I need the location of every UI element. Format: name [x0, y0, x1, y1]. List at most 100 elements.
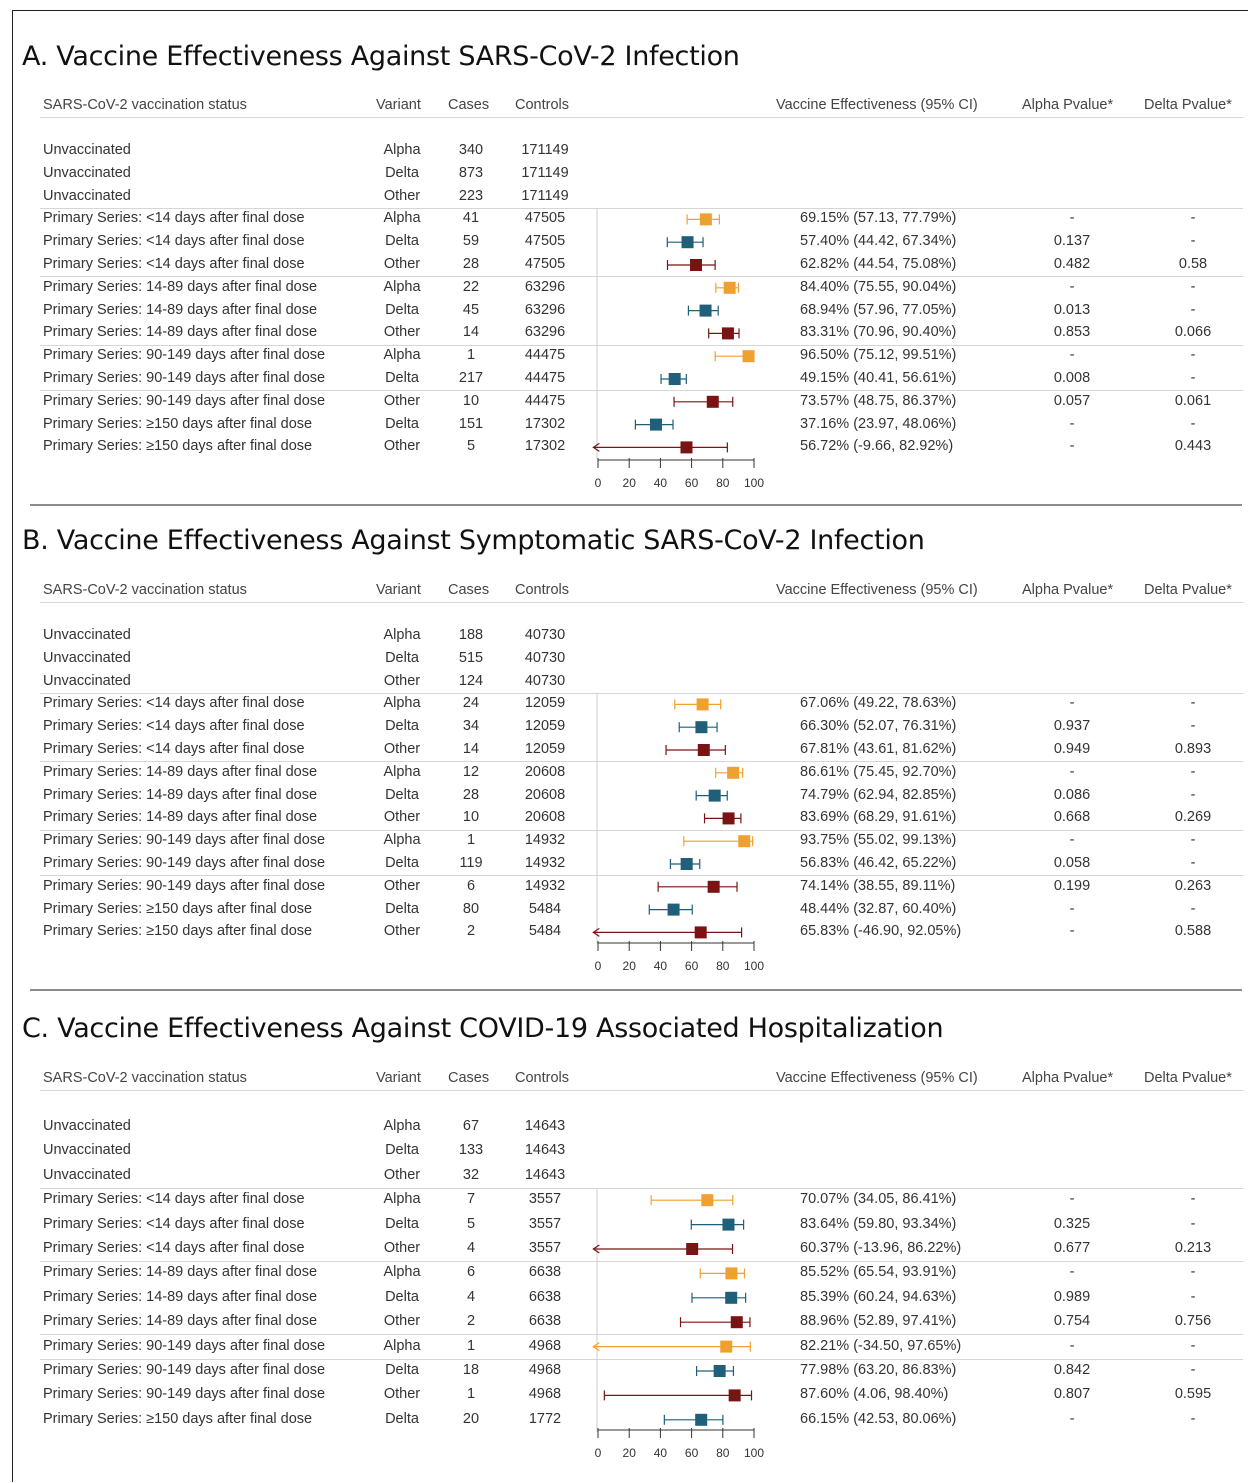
row-alpha-pvalue: 0.137: [1053, 233, 1091, 250]
row-ve-ci: 74.14% (38.55, 89.11%): [800, 877, 956, 894]
row-controls: 3557: [528, 1240, 562, 1256]
row-delta-pvalue: -: [1190, 832, 1196, 849]
row-status: Primary Series: ≥150 days after final do…: [43, 1410, 313, 1427]
row-cases: 10: [462, 392, 480, 409]
column-header-delta-p: Delta Pvalue*: [1144, 1070, 1232, 1086]
row-status: Unvaccinated: [43, 627, 131, 643]
row-controls: 14932: [524, 877, 566, 894]
row-delta-pvalue: -: [1190, 301, 1196, 318]
row-delta-pvalue: 0.588: [1174, 923, 1212, 940]
row-variant: Other: [383, 1240, 421, 1256]
row-ve-ci: 67.06% (49.22, 78.63%): [800, 695, 957, 712]
column-header-alpha-p: Alpha Pvalue*: [1022, 582, 1114, 598]
row-variant: Delta: [385, 301, 419, 318]
row-controls: 44475: [524, 347, 566, 364]
row-delta-pvalue: -: [1190, 1215, 1196, 1232]
row-cases: 188: [458, 627, 484, 643]
row-status: Primary Series: ≥150 days after final do…: [43, 415, 313, 432]
row-status: Primary Series: 90-149 days after final …: [43, 370, 326, 386]
row-cases: 515: [458, 649, 484, 666]
group-rule: [40, 1358, 1243, 1360]
row-status: Primary Series: <14 days after final dos…: [43, 741, 305, 757]
row-alpha-pvalue: 0.989: [1053, 1288, 1091, 1305]
row-variant: Alpha: [383, 763, 421, 780]
row-status: Primary Series: 14-89 days after final d…: [43, 1313, 318, 1330]
row-variant: Alpha: [383, 695, 421, 712]
row-alpha-pvalue: 0.008: [1053, 370, 1091, 386]
row-controls: 40730: [524, 649, 566, 666]
row-status: Unvaccinated: [43, 187, 131, 204]
row-controls: 14932: [524, 855, 566, 871]
row-ve-ci: 62.82% (44.54, 75.08%): [800, 256, 957, 272]
row-variant: Alpha: [383, 627, 421, 643]
row-status: Primary Series: 90-149 days after final …: [43, 1386, 326, 1403]
row-cases: 1: [466, 1386, 476, 1403]
row-cases: 28: [462, 256, 480, 272]
row-cases: 59: [462, 233, 480, 250]
row-alpha-pvalue: 0.853: [1053, 324, 1091, 341]
row-variant: Delta: [385, 1362, 419, 1378]
row-delta-pvalue: 0.443: [1174, 438, 1212, 455]
row-ve-ci: 93.75% (55.02, 99.13%): [800, 832, 957, 849]
row-cases: 5: [466, 438, 476, 455]
row-cases: 32: [462, 1166, 480, 1183]
row-cases: 80: [462, 900, 480, 917]
panel-title: B. Vaccine Effectiveness Against Symptom…: [22, 525, 925, 556]
row-status: Primary Series: 90-149 days after final …: [43, 1362, 326, 1378]
row-ve-ci: 85.39% (60.24, 94.63%): [800, 1288, 957, 1305]
row-delta-pvalue: -: [1190, 786, 1196, 803]
row-alpha-pvalue: -: [1069, 347, 1075, 364]
panel-title: A. Vaccine Effectiveness Against SARS-Co…: [22, 41, 740, 72]
row-delta-pvalue: -: [1190, 1288, 1196, 1305]
row-cases: 1: [466, 347, 476, 364]
row-controls: 47505: [524, 210, 566, 227]
row-delta-pvalue: -: [1190, 763, 1196, 780]
row-status: Primary Series: 14-89 days after final d…: [43, 324, 318, 341]
row-variant: Other: [383, 187, 421, 204]
column-header-ve: Vaccine Effectiveness (95% CI): [776, 97, 978, 113]
group-rule: [40, 1188, 1243, 1189]
row-cases: 28: [462, 786, 480, 803]
row-status: Primary Series: ≥150 days after final do…: [43, 438, 313, 455]
row-alpha-pvalue: 0.668: [1053, 809, 1091, 826]
row-controls: 14643: [524, 1166, 566, 1183]
row-cases: 7: [466, 1191, 476, 1208]
row-variant: Delta: [385, 1410, 419, 1427]
row-ve-ci: 87.60% (4.06, 98.40%): [800, 1386, 949, 1403]
row-controls: 17302: [524, 415, 566, 432]
row-variant: Other: [383, 256, 421, 272]
row-alpha-pvalue: 0.949: [1053, 741, 1091, 757]
row-cases: 6: [466, 877, 476, 894]
row-variant: Delta: [385, 370, 419, 386]
row-status: Unvaccinated: [43, 1166, 131, 1183]
row-status: Primary Series: 14-89 days after final d…: [43, 278, 318, 295]
row-cases: 14: [462, 324, 480, 341]
row-status: Primary Series: <14 days after final dos…: [43, 695, 305, 712]
row-status: Primary Series: <14 days after final dos…: [43, 1191, 305, 1208]
row-controls: 17302: [524, 438, 566, 455]
row-variant: Alpha: [383, 210, 421, 227]
row-variant: Other: [383, 923, 421, 940]
row-cases: 1: [466, 832, 476, 849]
row-variant: Delta: [385, 1288, 419, 1305]
row-controls: 4968: [528, 1386, 562, 1403]
row-status: Unvaccinated: [43, 672, 131, 689]
row-controls: 44475: [524, 370, 566, 386]
row-alpha-pvalue: -: [1069, 900, 1075, 917]
row-ve-ci: 96.50% (75.12, 99.51%): [800, 347, 957, 364]
row-ve-ci: 56.83% (46.42, 65.22%): [800, 855, 957, 871]
column-header-controls: Controls: [515, 1070, 569, 1086]
row-delta-pvalue: -: [1190, 855, 1196, 871]
column-header-controls: Controls: [515, 97, 569, 113]
row-variant: Delta: [385, 649, 419, 666]
row-cases: 133: [458, 1142, 484, 1159]
row-alpha-pvalue: 0.058: [1053, 855, 1091, 871]
row-alpha-pvalue: 0.199: [1053, 877, 1091, 894]
row-controls: 20608: [524, 763, 566, 780]
row-controls: 6638: [528, 1264, 562, 1281]
row-cases: 873: [458, 164, 484, 181]
row-delta-pvalue: 0.213: [1174, 1240, 1212, 1256]
panel-separator: [30, 504, 1242, 506]
row-variant: Delta: [385, 718, 419, 735]
row-ve-ci: 69.15% (57.13, 77.79%): [800, 210, 957, 227]
